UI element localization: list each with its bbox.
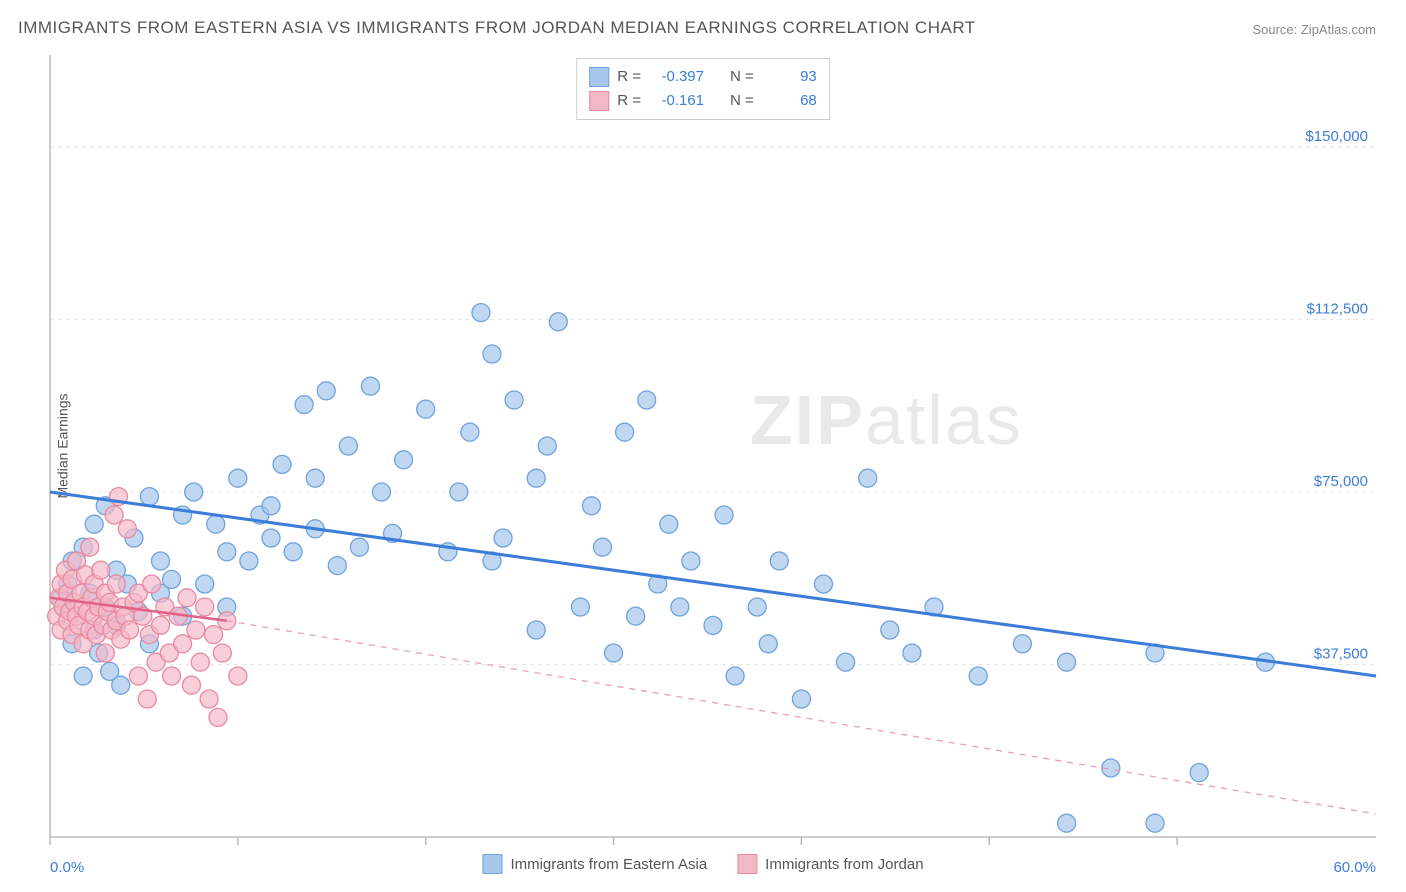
swatch-series-1-bottom <box>482 854 502 874</box>
svg-text:$150,000: $150,000 <box>1305 128 1368 145</box>
legend-item-1: Immigrants from Eastern Asia <box>482 854 707 874</box>
svg-text:$112,500: $112,500 <box>1307 301 1368 318</box>
stats-row-series-1: R = -0.397 N = 93 <box>589 65 817 89</box>
stats-legend: R = -0.397 N = 93 R = -0.161 N = 68 <box>576 58 830 120</box>
svg-text:$37,500: $37,500 <box>1314 646 1368 663</box>
swatch-series-2-bottom <box>737 854 757 874</box>
svg-text:$75,000: $75,000 <box>1314 473 1368 490</box>
bottom-legend: Immigrants from Eastern Asia Immigrants … <box>482 854 923 874</box>
legend-item-2: Immigrants from Jordan <box>737 854 923 874</box>
stats-row-series-2: R = -0.161 N = 68 <box>589 89 817 113</box>
r-value-2: -0.161 <box>649 89 704 113</box>
x-axis-max-label: 60.0% <box>1333 859 1376 876</box>
swatch-series-1 <box>589 67 609 87</box>
n-value-2: 68 <box>762 89 817 113</box>
x-axis-min-label: 0.0% <box>50 859 84 876</box>
n-value-1: 93 <box>762 65 817 89</box>
swatch-series-2 <box>589 91 609 111</box>
correlation-chart: $37,500 $75,000 $112,500 $150,000 <box>0 0 1406 892</box>
r-value-1: -0.397 <box>649 65 704 89</box>
